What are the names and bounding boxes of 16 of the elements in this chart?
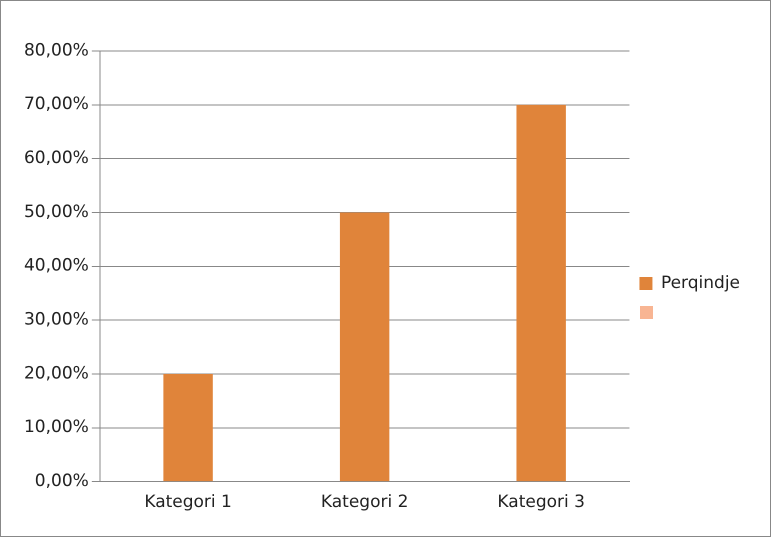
bar: [340, 212, 390, 482]
legend-label: Perqindje: [660, 272, 740, 293]
y-tick-label: 20,00%: [24, 363, 89, 384]
y-tick-label: 40,00%: [24, 256, 89, 276]
x-tick-label: Kategori 2: [320, 492, 408, 512]
y-tick-label: 60,00%: [24, 148, 89, 168]
bar: [516, 104, 566, 482]
y-tick-label: 80,00%: [24, 40, 89, 60]
bar: [163, 374, 213, 482]
y-tick-label: 10,00%: [24, 417, 89, 438]
y-tick-label: 0,00%: [34, 471, 89, 492]
x-tick-label: Kategori 3: [497, 492, 585, 512]
x-tick-label: Kategori 1: [144, 492, 232, 512]
y-tick-label: 50,00%: [24, 202, 89, 222]
y-tick-label: 70,00%: [24, 94, 89, 114]
y-tick-label: 30,00%: [24, 310, 89, 330]
